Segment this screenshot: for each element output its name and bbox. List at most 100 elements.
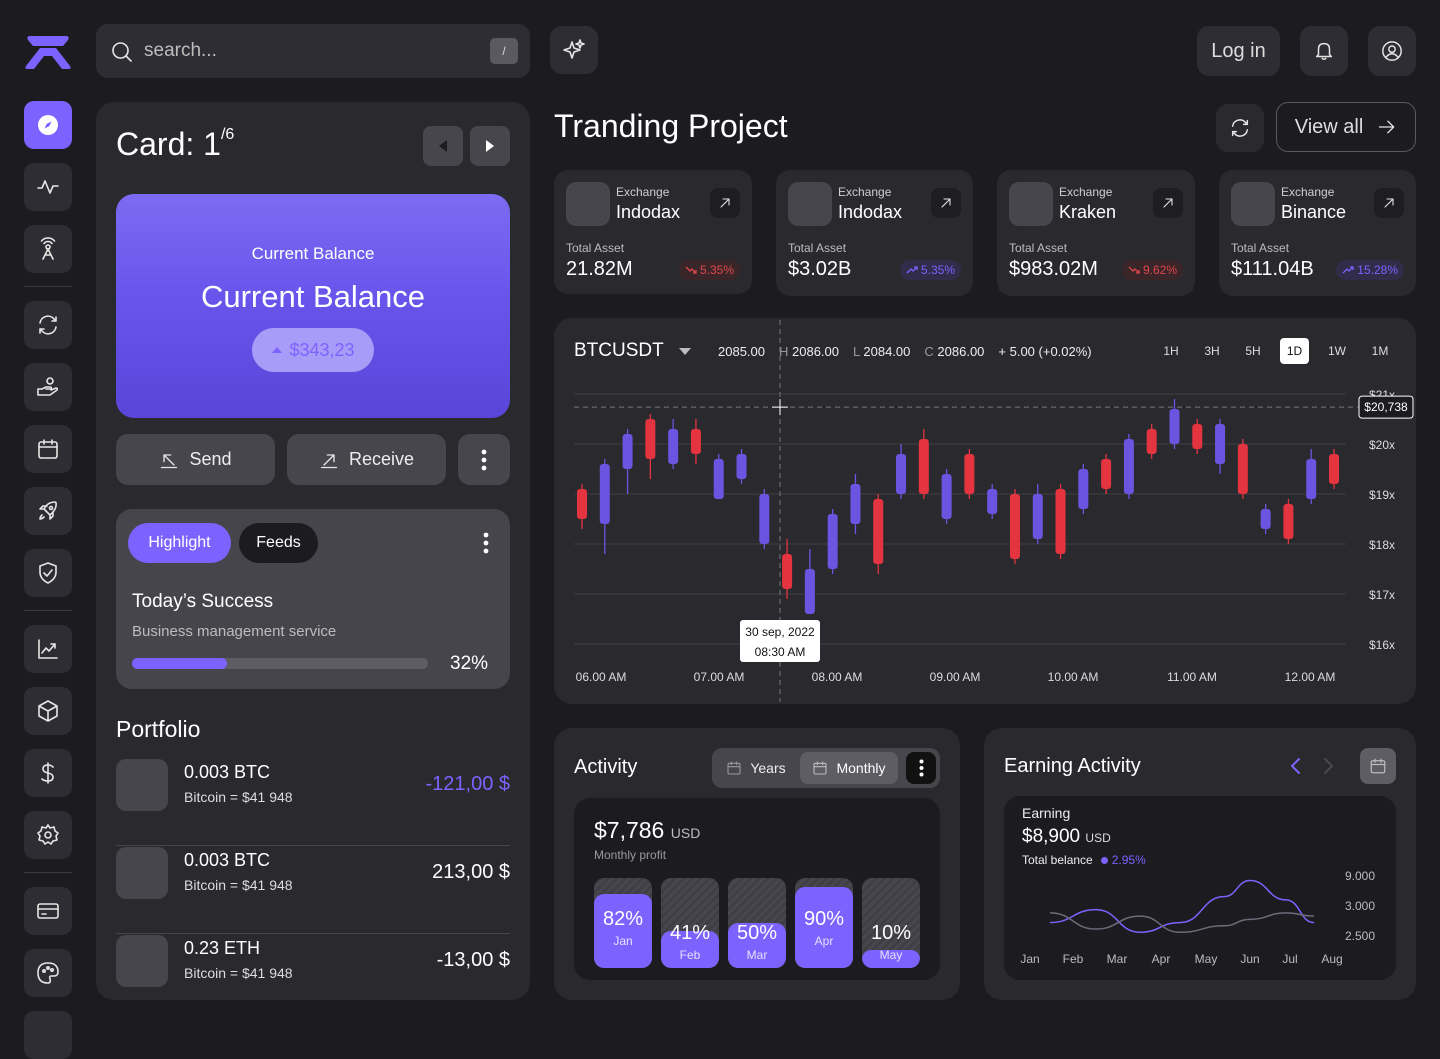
sidebar-item-payments[interactable] <box>24 363 72 411</box>
sidebar-item-more[interactable] <box>24 1011 72 1059</box>
timeframe-5h[interactable]: 5H <box>1245 344 1261 358</box>
tooltip-time: 08:30 AM <box>755 645 806 659</box>
timeframe-1w[interactable]: 1W <box>1328 344 1346 358</box>
activity-bar[interactable]: 50% Mar <box>728 878 786 968</box>
x-tick-label: 10.00 AM <box>1048 670 1099 684</box>
period-monthly[interactable]: Monthly <box>800 752 898 784</box>
open-exchange-button[interactable] <box>931 188 961 218</box>
sidebar-item-activity[interactable] <box>24 163 72 211</box>
sidebar-item-products[interactable] <box>24 687 72 735</box>
ai-sparkle-button[interactable] <box>550 26 598 74</box>
portfolio-row[interactable]: 0.003 BTC Bitcoin = $41 948 -121,00 $ <box>116 758 510 846</box>
open-exchange-button[interactable] <box>1153 188 1183 218</box>
balance-amount-badge: $343,23 <box>252 328 374 372</box>
x-tick-label: Jul <box>1282 952 1297 966</box>
open-exchange-button[interactable] <box>710 188 740 218</box>
logo-icon <box>25 36 71 69</box>
candle-down <box>1009 489 1020 564</box>
activity-bar[interactable]: 10% May <box>862 878 920 968</box>
earning-line-chart[interactable]: Jan Feb Mar Apr May Jun Jul Aug 9.000 3.000 2.500 <box>1004 796 1396 980</box>
change-value: + 5.00 (+0.02%) <box>998 344 1092 359</box>
exchange-card[interactable]: Exchange Kraken Total Asset $983.02M 9.6… <box>997 170 1195 296</box>
activity-bar-fill <box>862 950 920 968</box>
calendar-icon <box>1370 758 1386 774</box>
card-more-button[interactable] <box>458 434 510 485</box>
activity-bar[interactable]: 90% Apr <box>795 878 853 968</box>
tooltip-date: 30 sep, 2022 <box>745 625 815 639</box>
timeframe-1d[interactable]: 1D <box>1280 338 1309 364</box>
change-badge: 15.28% <box>1336 260 1404 280</box>
timeframe-1m[interactable]: 1M <box>1371 344 1389 358</box>
period-years[interactable]: Years <box>716 752 796 784</box>
symbol-selector[interactable]: BTCUSDT <box>574 340 692 362</box>
card-next-button[interactable] <box>470 126 510 166</box>
progress-track <box>132 658 428 669</box>
sidebar-item-launch[interactable] <box>24 487 72 535</box>
sidebar-item-calendar[interactable] <box>24 425 72 473</box>
refresh-button[interactable] <box>1216 104 1264 152</box>
highlight-card: Highlight Feeds Today’s Success Business… <box>116 509 510 689</box>
portfolio-value: -121,00 $ <box>425 773 510 795</box>
receive-button[interactable]: Receive <box>287 434 446 485</box>
sidebar-item-security[interactable] <box>24 549 72 597</box>
balance-card[interactable]: Current Balance Current Balance $343,23 <box>116 194 510 418</box>
tab-feeds[interactable]: Feeds <box>239 523 318 563</box>
view-all-button[interactable]: View all <box>1276 102 1416 152</box>
sidebar-item-theme[interactable] <box>24 949 72 997</box>
high-value: 2086.00 <box>792 344 840 359</box>
y-tick-label: 9.000 <box>1345 869 1375 883</box>
portfolio-title: Portfolio <box>116 716 201 742</box>
palette-icon <box>37 962 59 984</box>
x-tick-label: Apr <box>1152 952 1171 966</box>
activity-bar-month: May <box>879 948 903 962</box>
app-logo[interactable] <box>22 34 74 70</box>
user-circle-icon <box>1382 41 1402 61</box>
trading-title: Tranding Project <box>554 108 788 144</box>
sidebar-item-explore[interactable] <box>24 101 72 149</box>
search-bar[interactable]: / <box>96 24 530 78</box>
timeframe-3h[interactable]: 3H <box>1204 344 1220 358</box>
open-exchange-button[interactable] <box>1374 188 1404 218</box>
candle-up <box>759 489 770 549</box>
exchange-card[interactable]: Exchange Indodax Total Asset 21.82M 5.35… <box>554 170 752 294</box>
activity-more-button[interactable] <box>906 752 936 784</box>
candle-up <box>1032 484 1043 544</box>
exchange-label: Exchange <box>1059 185 1113 199</box>
arrow-up-right-icon <box>941 198 951 208</box>
sidebar-item-sync[interactable] <box>24 301 72 349</box>
highlight-more-button[interactable] <box>478 531 494 555</box>
login-button[interactable]: Log in <box>1197 26 1280 76</box>
candle-down <box>782 539 793 599</box>
sidebar-item-analytics[interactable] <box>24 625 72 673</box>
earning-prev-button[interactable] <box>1284 754 1308 778</box>
portfolio-row[interactable]: 0.003 BTC Bitcoin = $41 948 213,00 $ <box>116 846 510 934</box>
send-button[interactable]: Send <box>116 434 275 485</box>
sidebar-item-cards[interactable] <box>24 887 72 935</box>
notifications-button[interactable] <box>1300 26 1348 76</box>
refresh-icon <box>1231 119 1249 137</box>
portfolio-amount: 0.003 BTC <box>184 762 271 782</box>
search-input[interactable] <box>144 38 464 64</box>
earning-next-button[interactable] <box>1316 754 1340 778</box>
exchange-logo <box>1009 182 1053 226</box>
card-prev-button[interactable] <box>423 126 463 166</box>
activity-bar[interactable]: 82% Jan <box>594 878 652 968</box>
crosshair-icon <box>772 399 788 416</box>
exchange-card[interactable]: Exchange Binance Total Asset $111.04B 15… <box>1219 170 1416 296</box>
portfolio-value: -13,00 $ <box>436 949 510 971</box>
exchange-card[interactable]: Exchange Indodax Total Asset $3.02B 5.35… <box>776 170 973 296</box>
kebab-icon <box>919 759 923 777</box>
sidebar-item-settings[interactable] <box>24 811 72 859</box>
current-price-label: $20,738 <box>1364 400 1408 414</box>
earning-calendar-button[interactable] <box>1360 748 1396 784</box>
candle-up <box>1215 419 1226 474</box>
tab-highlight[interactable]: Highlight <box>128 523 231 563</box>
profile-button[interactable] <box>1368 26 1416 76</box>
activity-bar[interactable]: 41% Feb <box>661 878 719 968</box>
sidebar-item-finance[interactable] <box>24 749 72 797</box>
portfolio-row[interactable]: 0.23 ETH Bitcoin = $41 948 -13,00 $ <box>116 934 510 1022</box>
sidebar-item-broadcast[interactable] <box>24 225 72 273</box>
timeframe-1h[interactable]: 1H <box>1163 344 1179 358</box>
candle-up <box>827 509 838 574</box>
